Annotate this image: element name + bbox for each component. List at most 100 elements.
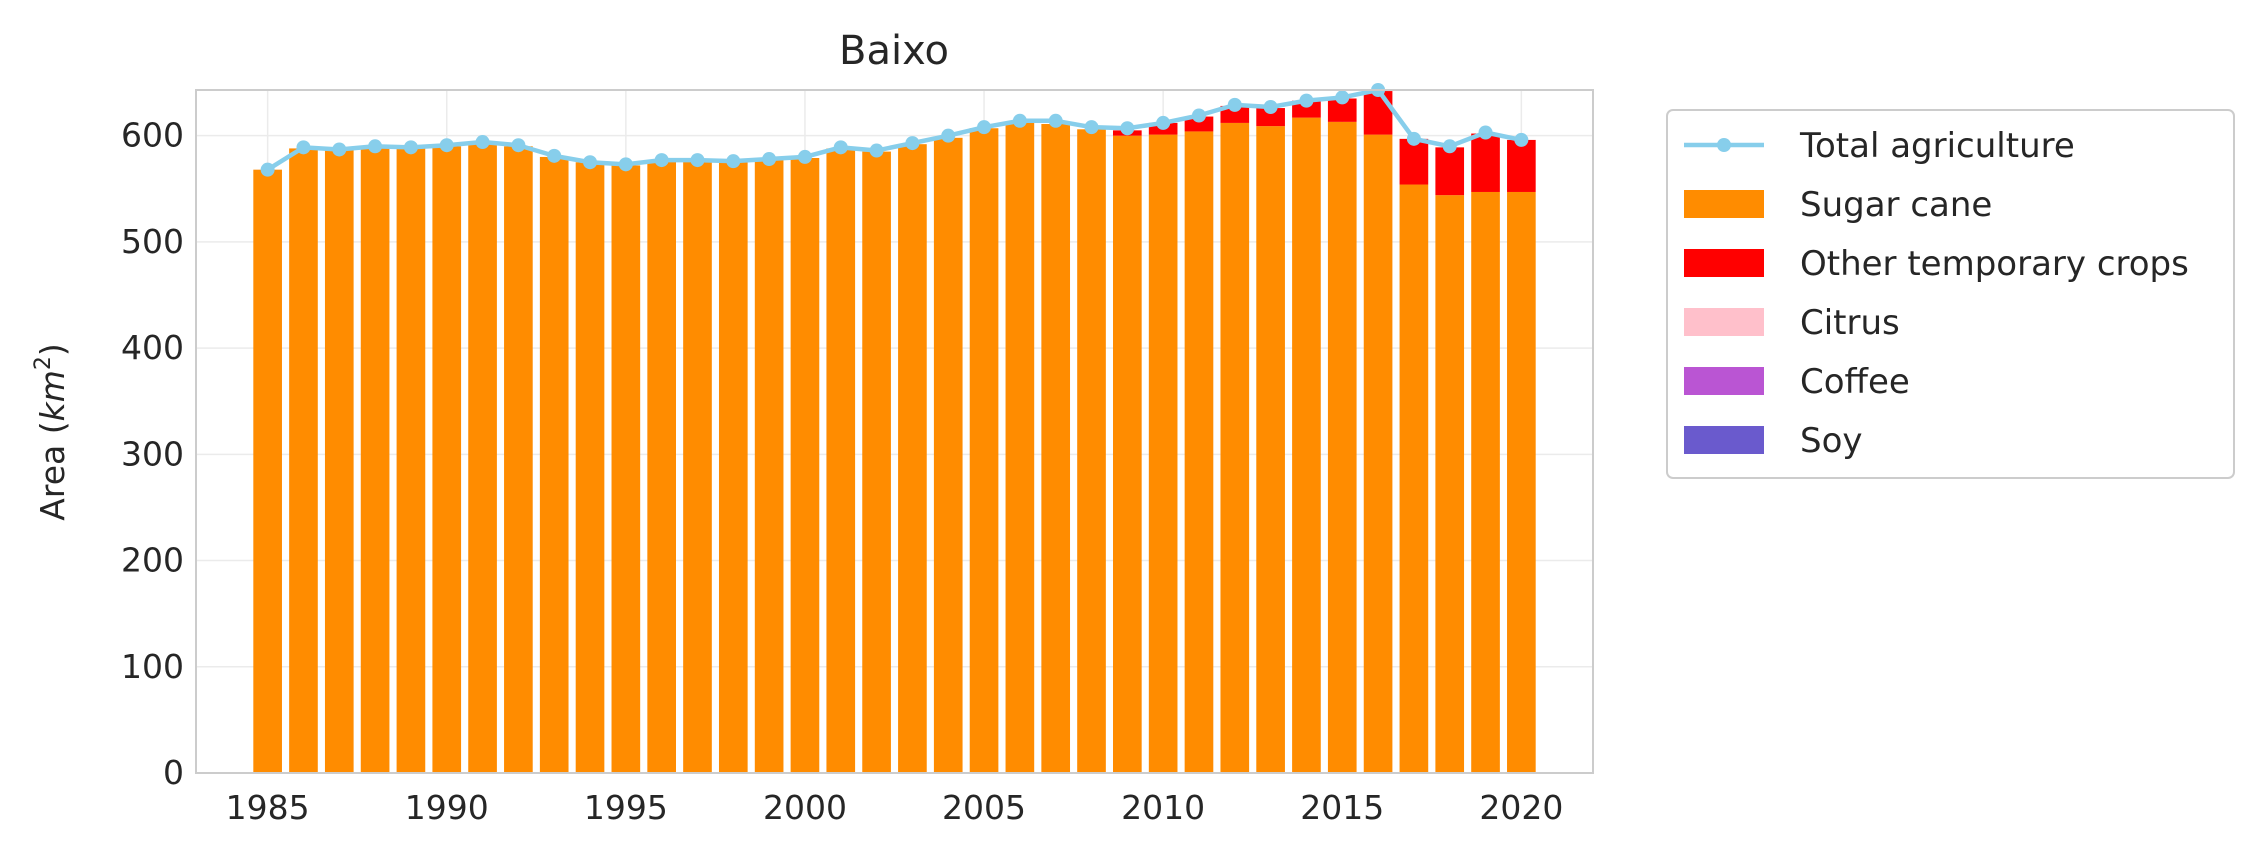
total-agriculture-point	[260, 162, 275, 177]
bar-sugar-cane	[969, 128, 999, 773]
bar-sugar-cane	[575, 162, 605, 773]
total-agriculture-point	[1299, 93, 1314, 108]
bar-sugar-cane	[1292, 117, 1321, 773]
bar-sugar-cane	[1220, 122, 1250, 773]
x-tick-label: 2010	[1121, 788, 1205, 827]
total-agriculture-point	[762, 152, 777, 167]
y-tick-label: 400	[121, 328, 184, 367]
legend-frame	[1666, 109, 2235, 479]
bar-sugar-cane	[683, 161, 712, 773]
total-agriculture-point	[726, 154, 741, 169]
x-tick-label: 2015	[1300, 788, 1384, 827]
x-tick-label: 2005	[942, 788, 1026, 827]
bar-other-temporary-crops	[1507, 139, 1536, 192]
bar-sugar-cane	[1327, 121, 1357, 773]
x-tick-label: 1990	[405, 788, 489, 827]
bar-other-temporary-crops	[1363, 91, 1393, 135]
total-agriculture-point	[1335, 90, 1350, 105]
legend-label-citrus: Citrus	[1800, 303, 1900, 343]
legend-swatch-coffee	[1684, 367, 1764, 395]
y-axis-label: Area (km2)	[31, 343, 72, 520]
bar-other-temporary-crops	[1399, 138, 1429, 185]
bar-sugar-cane	[862, 151, 891, 773]
y-tick-label: 200	[121, 541, 184, 580]
bar-sugar-cane	[253, 169, 282, 773]
y-tick-label: 100	[121, 647, 184, 686]
legend: Total agriculture Sugar cane Other tempora…	[1666, 109, 2235, 479]
x-axis-ticks: 1985 1990 1995 2000 2005 2010 2015 2020	[226, 788, 1564, 827]
bar-sugar-cane	[539, 156, 569, 773]
bar-sugar-cane	[1005, 122, 1035, 773]
total-agriculture-point	[977, 120, 992, 135]
bar-sugar-cane	[432, 146, 462, 773]
total-agriculture-point	[618, 157, 633, 172]
y-tick-label: 600	[121, 116, 184, 155]
x-tick-label: 1995	[584, 788, 668, 827]
legend-swatch-soy	[1684, 426, 1764, 454]
total-agriculture-point	[1514, 132, 1529, 147]
total-agriculture-point	[1012, 113, 1027, 128]
bar-sugar-cane	[468, 144, 497, 774]
total-agriculture-point	[1478, 125, 1493, 140]
chart-title: Baixo	[839, 28, 949, 74]
bar-sugar-cane	[790, 157, 820, 774]
bar-sugar-cane	[754, 160, 784, 773]
x-tick-label: 2020	[1479, 788, 1563, 827]
x-tick-label: 1985	[226, 788, 310, 827]
legend-label-other-temporary-crops: Other temporary crops	[1800, 244, 2189, 284]
x-tick-label: 2000	[763, 788, 847, 827]
total-agriculture-point	[1048, 113, 1063, 128]
bar-sugar-cane	[1471, 191, 1500, 774]
bar-sugar-cane	[1184, 131, 1214, 773]
bar-sugar-cane	[1113, 135, 1142, 774]
bar-sugar-cane	[1256, 126, 1285, 773]
total-agriculture-point	[439, 138, 454, 153]
total-agriculture-point	[1084, 120, 1099, 135]
bar-sugar-cane	[826, 148, 856, 774]
total-agriculture-point	[368, 139, 383, 154]
bar-sugar-cane	[324, 149, 354, 774]
bar-other-temporary-crops	[1327, 98, 1357, 122]
legend-swatch-other-temporary-crops	[1684, 249, 1764, 277]
y-tick-label: 300	[121, 434, 184, 473]
bar-sugar-cane	[1148, 134, 1178, 774]
total-agriculture-point	[1263, 99, 1278, 114]
bar-other-temporary-crops	[1292, 100, 1321, 118]
bar-sugar-cane	[611, 165, 641, 773]
total-agriculture-point	[1120, 121, 1135, 136]
bars	[253, 91, 1536, 774]
bar-other-temporary-crops	[1435, 147, 1465, 196]
legend-label-sugar-cane: Sugar cane	[1800, 185, 1992, 225]
total-agriculture-point	[296, 140, 311, 155]
bar-sugar-cane	[1507, 191, 1536, 774]
total-agriculture-point	[511, 138, 526, 153]
bar-sugar-cane	[289, 148, 318, 774]
legend-swatch-citrus	[1684, 308, 1764, 336]
bar-other-temporary-crops	[1184, 116, 1214, 132]
bar-sugar-cane	[1041, 123, 1071, 774]
total-agriculture-point	[583, 155, 598, 170]
legend-marker-total-agriculture	[1717, 138, 1731, 152]
total-agriculture-point	[905, 136, 920, 151]
total-agriculture-point	[547, 148, 562, 163]
y-tick-label: 500	[121, 222, 184, 261]
bar-sugar-cane	[1363, 134, 1393, 774]
plot-frame	[195, 89, 1594, 774]
y-axis-ticks: 0 100 200 300 400 500 600	[121, 116, 184, 792]
bar-other-temporary-crops	[1471, 133, 1500, 192]
total-agriculture-point	[1227, 97, 1242, 112]
legend-label-soy: Soy	[1800, 421, 1863, 461]
bar-sugar-cane	[1077, 129, 1106, 774]
y-tick-label: 0	[163, 753, 184, 792]
bar-sugar-cane	[898, 144, 927, 774]
bar-sugar-cane	[933, 137, 963, 773]
total-agriculture-point	[1406, 131, 1421, 146]
total-agriculture-point	[797, 149, 812, 164]
total-agriculture-point	[869, 143, 884, 158]
bar-sugar-cane	[1435, 195, 1465, 773]
bar-sugar-cane	[1399, 184, 1429, 773]
bar-other-temporary-crops	[1256, 108, 1285, 127]
total-agriculture-point	[332, 142, 347, 157]
legend-label-coffee: Coffee	[1800, 362, 1910, 402]
